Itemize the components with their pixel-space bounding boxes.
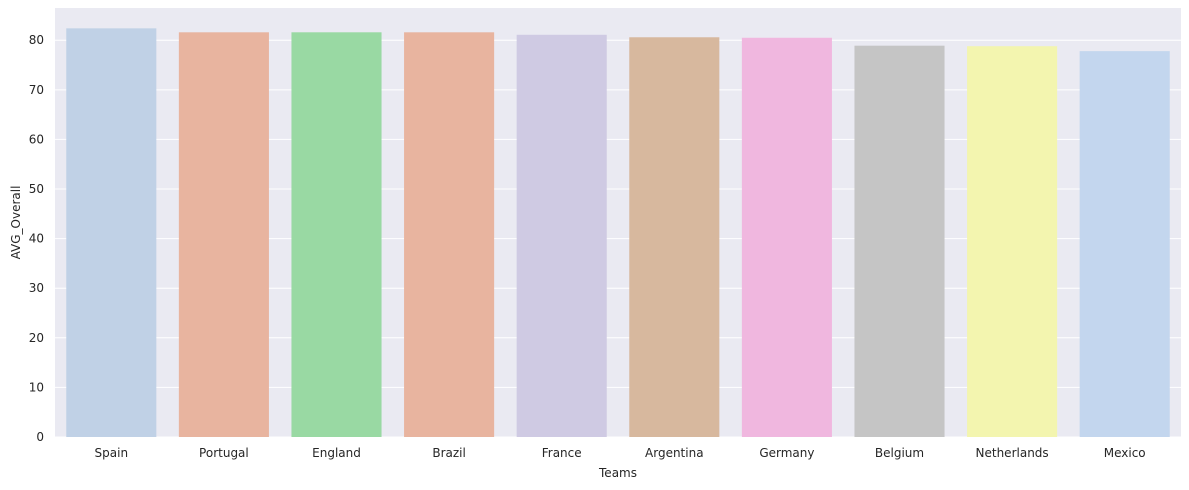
x-tick-label: Spain [95, 446, 129, 460]
y-tick-label: 50 [29, 182, 44, 196]
y-tick-labels: 0 10 20 30 40 50 60 70 80 [29, 33, 44, 444]
y-tick-label: 60 [29, 132, 44, 146]
x-tick-label: Argentina [645, 446, 704, 460]
y-axis-label: AVG_Overall [9, 186, 23, 260]
x-tick-label: Brazil [432, 446, 466, 460]
bar-argentina [629, 37, 720, 438]
x-tick-label: Belgium [875, 446, 924, 460]
x-tick-label: England [312, 446, 361, 460]
y-tick-label: 80 [29, 33, 44, 47]
bar-portugal [178, 32, 269, 438]
bar-netherlands [967, 46, 1058, 437]
x-axis-label: Teams [598, 466, 637, 480]
bar-brazil [404, 32, 495, 438]
x-tick-label: France [542, 446, 582, 460]
bar-germany [741, 37, 832, 437]
x-tick-label: Germany [759, 446, 814, 460]
x-tick-label: Netherlands [976, 446, 1049, 460]
x-tick-label: Mexico [1104, 446, 1146, 460]
bar-france [516, 34, 607, 438]
bar-mexico [1079, 51, 1170, 437]
bar-spain [66, 28, 157, 437]
y-tick-label: 20 [29, 331, 44, 345]
bar-belgium [854, 45, 945, 438]
y-tick-label: 10 [29, 380, 44, 394]
x-tick-labels: Spain Portugal England Brazil France Argentin… [95, 446, 1146, 460]
y-tick-label: 0 [36, 430, 44, 444]
y-tick-label: 30 [29, 281, 44, 295]
bar-england [291, 32, 382, 438]
y-tick-label: 70 [29, 83, 44, 97]
x-tick-label: Portugal [199, 446, 249, 460]
y-tick-label: 40 [29, 232, 44, 246]
bars [66, 28, 1170, 438]
